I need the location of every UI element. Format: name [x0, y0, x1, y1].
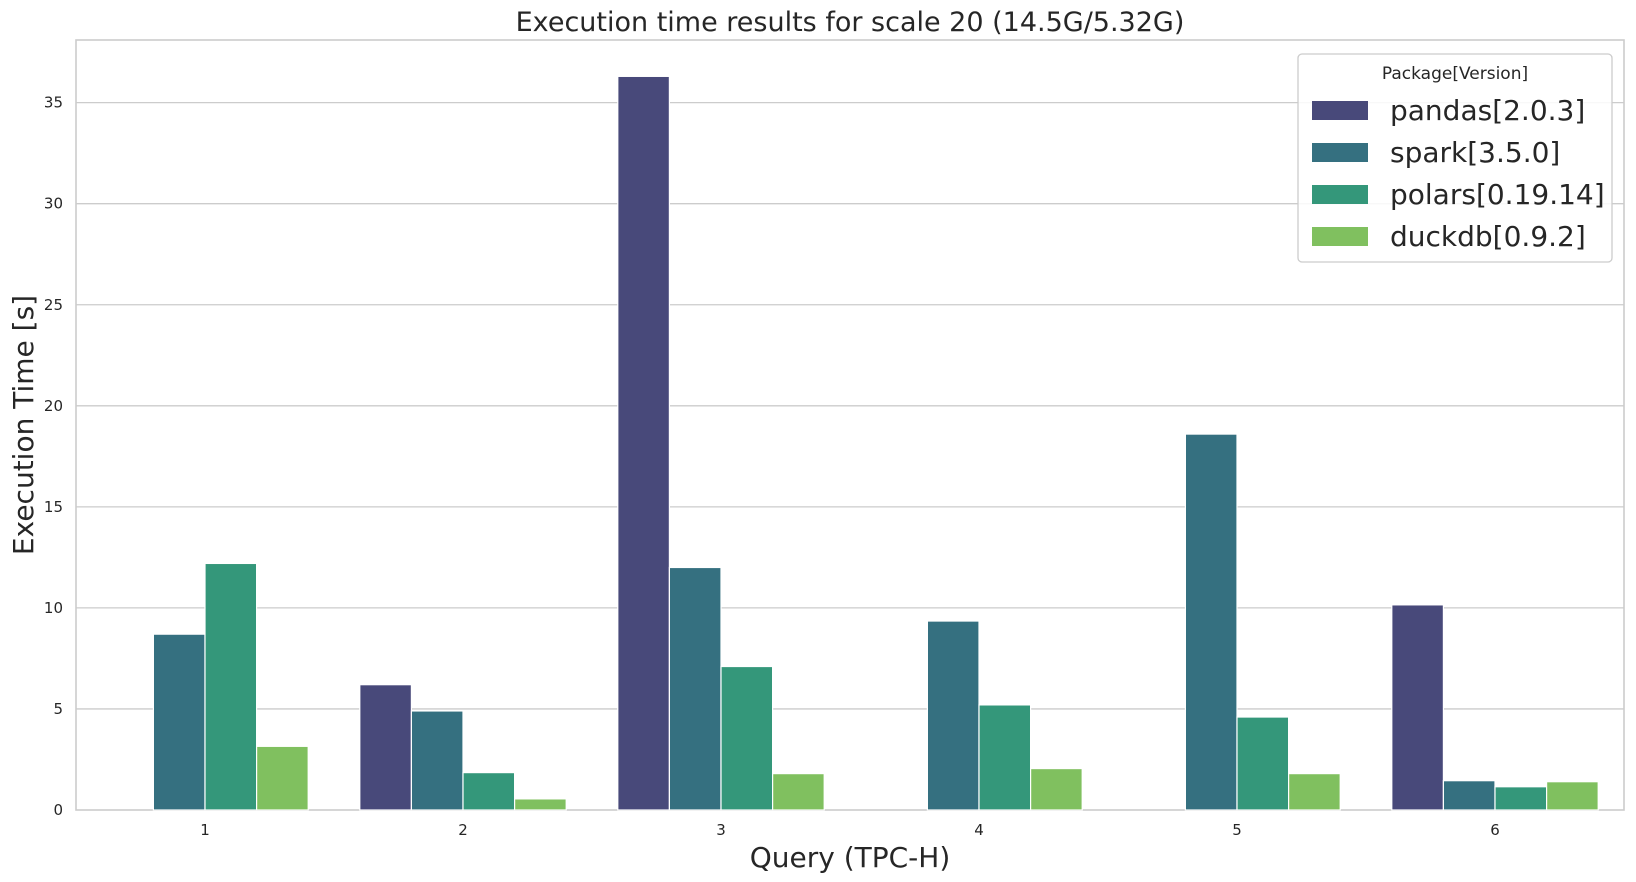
legend-label: spark[3.5.0] [1390, 136, 1560, 169]
bar-duckdb-q5 [1287, 773, 1341, 811]
x-tick-label: 6 [1490, 821, 1500, 839]
legend-swatch [1312, 185, 1368, 204]
legend-swatch [1312, 143, 1368, 162]
y-tick-label: 10 [44, 599, 63, 617]
bar-pandas-q3 [617, 75, 670, 811]
bar-spark-q5 [1184, 433, 1238, 811]
legend-box [1297, 53, 1613, 263]
bar-pandas-q6 [1391, 604, 1445, 811]
legend-label: polars[0.19.14] [1390, 178, 1605, 211]
bar-duckdb-q4 [1029, 767, 1083, 811]
chart-title: Execution time results for scale 20 (14.… [516, 7, 1185, 38]
y-tick-label: 35 [44, 94, 63, 112]
bar-spark-q4 [926, 620, 980, 811]
bar-duckdb-q6 [1545, 781, 1599, 811]
y-tick-label: 25 [44, 296, 63, 314]
y-tick-label: 5 [53, 700, 63, 718]
bar-polars-q3 [720, 665, 774, 811]
bar-spark-q6 [1442, 780, 1496, 811]
bar-polars-q2 [462, 772, 516, 811]
y-tick-label: 15 [44, 498, 63, 516]
x-tick-label: 5 [1232, 821, 1242, 839]
legend: Package[Version] pandas[2.0.3] spark[3.5.… [1297, 53, 1613, 263]
grid-lines [76, 102, 1624, 710]
x-tick-labels: 1 2 3 4 5 6 [200, 821, 1500, 839]
bars [152, 75, 1599, 811]
bar-spark-q2 [410, 710, 464, 811]
legend-title: Package[Version] [1382, 64, 1528, 84]
bar-spark-q1 [152, 633, 206, 811]
plot-frame [75, 39, 1625, 811]
bar-duckdb-q1 [256, 745, 309, 811]
bar-duckdb-q2 [513, 798, 567, 811]
bar-polars-q4 [978, 704, 1032, 811]
y-tick-label: 0 [53, 801, 63, 819]
x-tick-label: 1 [200, 821, 210, 839]
legend-label: pandas[2.0.3] [1390, 94, 1585, 127]
bar-polars-q5 [1236, 716, 1290, 811]
x-tick-label: 2 [458, 821, 468, 839]
y-tick-label: 20 [44, 397, 63, 415]
bar-pandas-q2 [359, 684, 412, 811]
y-tick-label: 30 [44, 195, 63, 213]
y-axis-label: Execution Time [s] [7, 295, 40, 555]
bar-polars-q1 [204, 562, 258, 811]
x-axis-label: Query (TPC-H) [750, 841, 951, 874]
bar-polars-q6 [1494, 786, 1548, 811]
legend-items: pandas[2.0.3] spark[3.5.0] polars[0.19.14]… [1312, 94, 1605, 253]
legend-swatch [1312, 227, 1368, 246]
legend-label: duckdb[0.9.2] [1390, 220, 1586, 253]
bar-duckdb-q3 [771, 773, 825, 811]
y-tick-labels: 0 5 10 15 20 25 30 35 [44, 94, 63, 819]
x-tick-label: 3 [716, 821, 726, 839]
bar-spark-q3 [668, 566, 722, 811]
legend-swatch [1312, 101, 1368, 120]
x-tick-label: 4 [974, 821, 984, 839]
